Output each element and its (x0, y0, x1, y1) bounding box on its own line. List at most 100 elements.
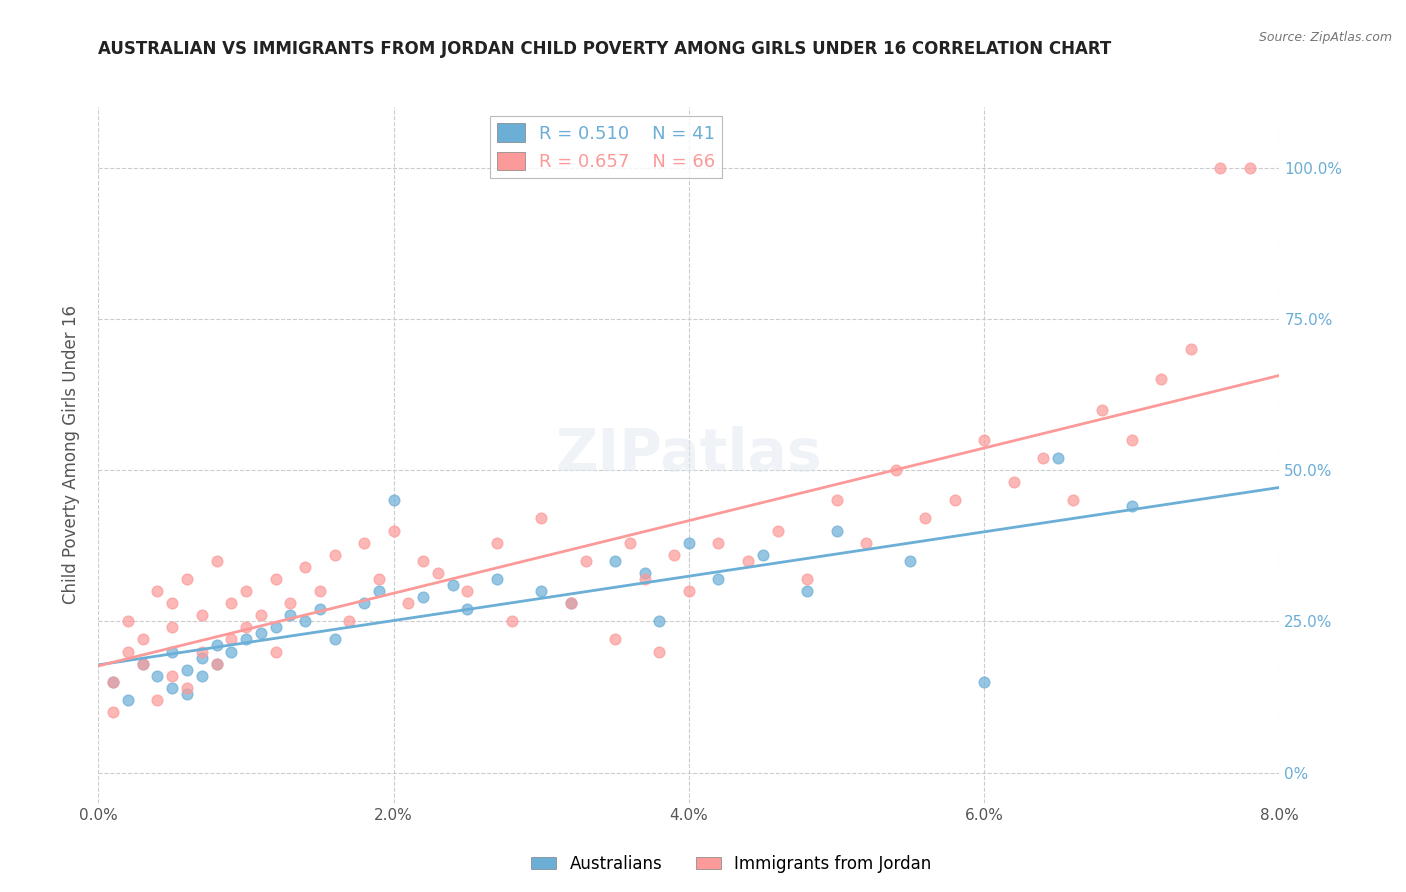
Point (337, 615, 360, 629)
Point (132, 657, 155, 671)
Point (308, 584, 332, 599)
Point (1091, 402, 1114, 417)
Point (574, 554, 596, 568)
Point (162, 620, 183, 634)
Point (308, 602, 332, 616)
Point (973, 674, 995, 689)
Point (664, 548, 686, 562)
Point (648, 615, 671, 629)
Point (1239, 161, 1261, 175)
Point (1002, 475, 1025, 490)
Point (205, 657, 228, 671)
Point (250, 626, 273, 640)
Point (648, 644, 671, 658)
Point (1121, 433, 1143, 447)
Point (132, 657, 155, 671)
Point (132, 632, 155, 647)
Point (1062, 493, 1084, 508)
Text: Source: ZipAtlas.com: Source: ZipAtlas.com (1258, 31, 1392, 45)
Point (426, 566, 449, 580)
Point (205, 554, 228, 568)
Point (382, 524, 405, 538)
Point (382, 493, 405, 508)
Point (633, 572, 655, 586)
Point (353, 535, 375, 549)
Point (117, 615, 139, 629)
Point (205, 657, 228, 671)
Point (605, 554, 627, 568)
Point (176, 572, 198, 586)
Legend: R = 0.510    N = 41, R = 0.657    N = 66: R = 0.510 N = 41, R = 0.657 N = 66 (491, 116, 723, 178)
Point (323, 632, 346, 647)
Point (1180, 342, 1202, 356)
Point (441, 578, 464, 592)
Point (1046, 450, 1069, 465)
Point (707, 572, 730, 586)
Point (162, 596, 183, 610)
Point (751, 548, 773, 562)
Point (825, 493, 848, 508)
Point (250, 608, 273, 623)
Point (914, 511, 936, 525)
Point (796, 572, 818, 586)
Point (367, 584, 389, 599)
Point (146, 669, 169, 683)
Text: ZIPatlas: ZIPatlas (555, 426, 823, 483)
Point (117, 644, 139, 658)
Point (176, 687, 198, 701)
Point (146, 693, 169, 707)
Point (560, 596, 582, 610)
Point (485, 572, 508, 586)
Point (412, 590, 434, 604)
Point (191, 644, 214, 658)
Point (367, 572, 389, 586)
Point (1209, 161, 1232, 175)
Point (219, 644, 242, 658)
Point (294, 559, 316, 574)
Point (219, 632, 242, 647)
Point (855, 535, 877, 549)
Point (530, 584, 553, 599)
Point (103, 674, 125, 689)
Point (825, 524, 848, 538)
Point (396, 596, 419, 610)
Point (1032, 450, 1054, 465)
Point (162, 669, 183, 683)
Point (900, 554, 922, 568)
Point (530, 511, 553, 525)
Point (973, 433, 995, 447)
Point (264, 620, 287, 634)
Point (162, 681, 183, 695)
Point (412, 554, 434, 568)
Point (501, 615, 523, 629)
Point (264, 644, 287, 658)
Point (162, 644, 183, 658)
Point (191, 608, 214, 623)
Point (235, 632, 257, 647)
Point (191, 669, 214, 683)
Point (619, 535, 641, 549)
Point (264, 572, 287, 586)
Point (235, 584, 257, 599)
Point (278, 596, 302, 610)
Point (176, 663, 198, 677)
Point (605, 632, 627, 647)
Point (766, 524, 789, 538)
Point (1121, 500, 1143, 514)
Point (943, 493, 966, 508)
Point (485, 535, 508, 549)
Point (707, 535, 730, 549)
Point (323, 548, 346, 562)
Point (191, 650, 214, 665)
Point (456, 584, 478, 599)
Point (678, 584, 700, 599)
Point (146, 584, 169, 599)
Point (1150, 372, 1173, 386)
Y-axis label: Child Poverty Among Girls Under 16: Child Poverty Among Girls Under 16 (62, 305, 80, 605)
Point (219, 596, 242, 610)
Point (456, 602, 478, 616)
Point (176, 681, 198, 695)
Point (796, 584, 818, 599)
Point (294, 615, 316, 629)
Point (560, 596, 582, 610)
